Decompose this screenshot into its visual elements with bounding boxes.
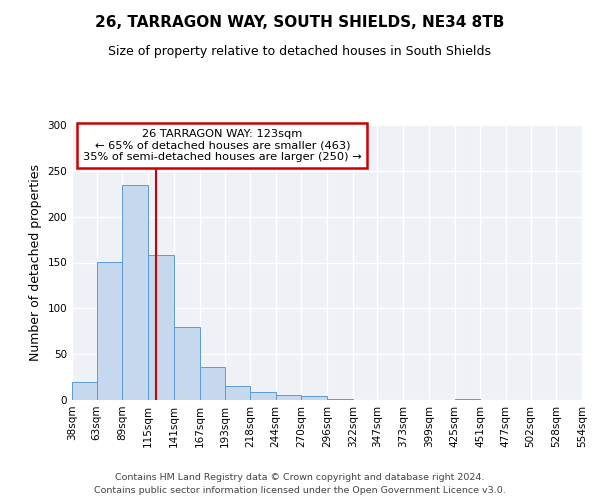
Bar	[174, 326, 199, 400]
Bar	[72, 382, 97, 400]
Bar	[225, 386, 250, 400]
Bar	[301, 396, 327, 400]
Bar	[250, 392, 275, 400]
Text: Size of property relative to detached houses in South Shields: Size of property relative to detached ho…	[109, 45, 491, 58]
Bar	[122, 186, 148, 400]
Text: Contains public sector information licensed under the Open Government Licence v3: Contains public sector information licen…	[94, 486, 506, 495]
Bar	[275, 394, 301, 400]
Text: 26, TARRAGON WAY, SOUTH SHIELDS, NE34 8TB: 26, TARRAGON WAY, SOUTH SHIELDS, NE34 8T…	[95, 15, 505, 30]
Text: 26 TARRAGON WAY: 123sqm
← 65% of detached houses are smaller (463)
35% of semi-d: 26 TARRAGON WAY: 123sqm ← 65% of detache…	[83, 129, 362, 162]
Y-axis label: Number of detached properties: Number of detached properties	[29, 164, 42, 361]
Bar	[199, 367, 225, 400]
Bar	[97, 262, 122, 400]
Text: Contains HM Land Registry data © Crown copyright and database right 2024.: Contains HM Land Registry data © Crown c…	[115, 474, 485, 482]
Bar	[455, 399, 480, 400]
Bar	[148, 255, 174, 400]
Bar	[327, 399, 353, 400]
